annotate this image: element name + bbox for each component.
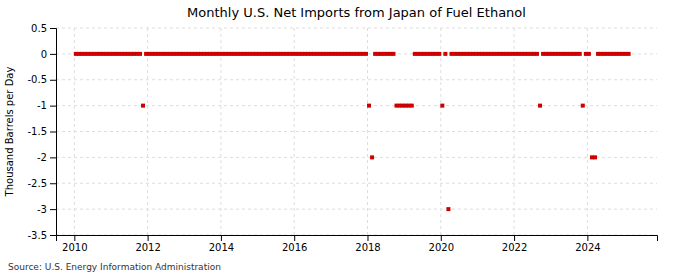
x-axis: 2010 2012 2014 2016 2018 2020 2022 2024 bbox=[57, 235, 658, 253]
tick-mark bbox=[50, 157, 56, 158]
tick-label: -2 bbox=[37, 152, 47, 163]
tick-label: 2012 bbox=[135, 242, 160, 253]
y-axis-label: Thousand Barrels per Day bbox=[4, 67, 15, 198]
tick-label: 2020 bbox=[429, 242, 454, 253]
tick: 2012 bbox=[135, 235, 160, 253]
point bbox=[141, 104, 145, 108]
tick: 2018 bbox=[355, 235, 380, 253]
point bbox=[538, 104, 542, 108]
tick-mark bbox=[294, 235, 295, 241]
point bbox=[587, 52, 591, 56]
point bbox=[578, 52, 582, 56]
grid-line bbox=[220, 28, 221, 235]
annotation: Source: U.S. Energy Information Administ… bbox=[8, 262, 221, 272]
tick-label: 2018 bbox=[355, 242, 380, 253]
tick: -3.5 bbox=[27, 230, 56, 241]
title: Monthly U.S. Net Imports from Japan of F… bbox=[187, 5, 526, 20]
grid-line bbox=[56, 105, 657, 106]
tick-label: 0.5 bbox=[31, 23, 47, 34]
point bbox=[535, 52, 539, 56]
tick-mark bbox=[441, 235, 442, 241]
grid-line bbox=[56, 79, 657, 80]
tick: 2016 bbox=[282, 235, 307, 253]
tick-label: -2.5 bbox=[27, 178, 47, 189]
grid-line bbox=[514, 28, 515, 235]
point bbox=[367, 104, 371, 108]
tick-label: 2016 bbox=[282, 242, 307, 253]
tick-mark bbox=[50, 209, 56, 210]
tick-mark bbox=[221, 235, 222, 241]
y-axis: 0.5 0 -0.5 -1 -1.5 -2 -2.5 -3 -3.5 bbox=[27, 23, 56, 241]
tick-mark bbox=[148, 235, 149, 241]
point bbox=[437, 52, 441, 56]
tick-label: 0 bbox=[41, 49, 47, 60]
plot: 2010 2012 2014 2016 2018 2020 2022 2024 0.5 0 -0.5… bbox=[27, 23, 657, 253]
tick: 0 bbox=[41, 49, 56, 60]
point bbox=[364, 52, 368, 56]
tick-mark bbox=[50, 132, 56, 133]
tick-mark bbox=[74, 235, 75, 241]
point bbox=[443, 52, 447, 56]
tick: -3 bbox=[37, 204, 56, 215]
tick-label: 2010 bbox=[62, 242, 87, 253]
tick-mark bbox=[50, 235, 56, 236]
tick-mark bbox=[514, 235, 515, 241]
point bbox=[410, 104, 414, 108]
tick-mark bbox=[50, 106, 56, 107]
grid-line bbox=[56, 131, 657, 132]
tick: 2020 bbox=[429, 235, 454, 253]
tick: 2014 bbox=[209, 235, 234, 253]
grid-line bbox=[367, 28, 368, 235]
tick: 2022 bbox=[502, 235, 527, 253]
points bbox=[74, 52, 631, 211]
tick-mark bbox=[367, 235, 368, 241]
tick-mark bbox=[50, 80, 56, 81]
grid-line bbox=[147, 28, 148, 235]
tick-mark bbox=[587, 235, 588, 241]
grid-line bbox=[56, 183, 657, 184]
point bbox=[581, 104, 585, 108]
tick-label: -1.5 bbox=[27, 126, 47, 137]
tick: -1 bbox=[37, 100, 56, 111]
tick-label: 2022 bbox=[502, 242, 527, 253]
tick-label: 2014 bbox=[209, 242, 234, 253]
grid-line bbox=[56, 209, 657, 210]
tick-label: -1 bbox=[37, 100, 47, 111]
chart: 2010 2012 2014 2016 2018 2020 2022 2024 0.5 0 -0.5… bbox=[0, 0, 675, 275]
tick: -2.5 bbox=[27, 178, 56, 189]
grid-line bbox=[56, 157, 657, 158]
point bbox=[370, 155, 374, 159]
tick-label: -3 bbox=[37, 204, 47, 215]
grid-line bbox=[587, 28, 588, 235]
point bbox=[391, 52, 395, 56]
axis-line bbox=[50, 29, 57, 236]
tick-mark bbox=[50, 28, 56, 29]
tick-label: -0.5 bbox=[27, 74, 47, 85]
point bbox=[138, 52, 142, 56]
tick-label: -3.5 bbox=[27, 230, 47, 241]
point bbox=[593, 155, 597, 159]
tick: 0.5 bbox=[31, 23, 56, 34]
tick: -1.5 bbox=[27, 126, 56, 137]
point bbox=[446, 207, 450, 211]
tick: 2010 bbox=[62, 235, 87, 253]
tick: 2024 bbox=[575, 235, 600, 253]
grid-line bbox=[440, 28, 441, 235]
grid-line bbox=[56, 28, 657, 29]
point bbox=[440, 104, 444, 108]
grid-line bbox=[74, 28, 75, 235]
grid-line bbox=[294, 28, 295, 235]
tick-label: 2024 bbox=[575, 242, 600, 253]
axis-line bbox=[57, 236, 658, 242]
point bbox=[627, 52, 631, 56]
tick: -2 bbox=[37, 152, 56, 163]
tick-mark bbox=[50, 183, 56, 184]
tick: -0.5 bbox=[27, 74, 56, 85]
tick-mark bbox=[50, 54, 56, 55]
grid bbox=[56, 28, 657, 235]
